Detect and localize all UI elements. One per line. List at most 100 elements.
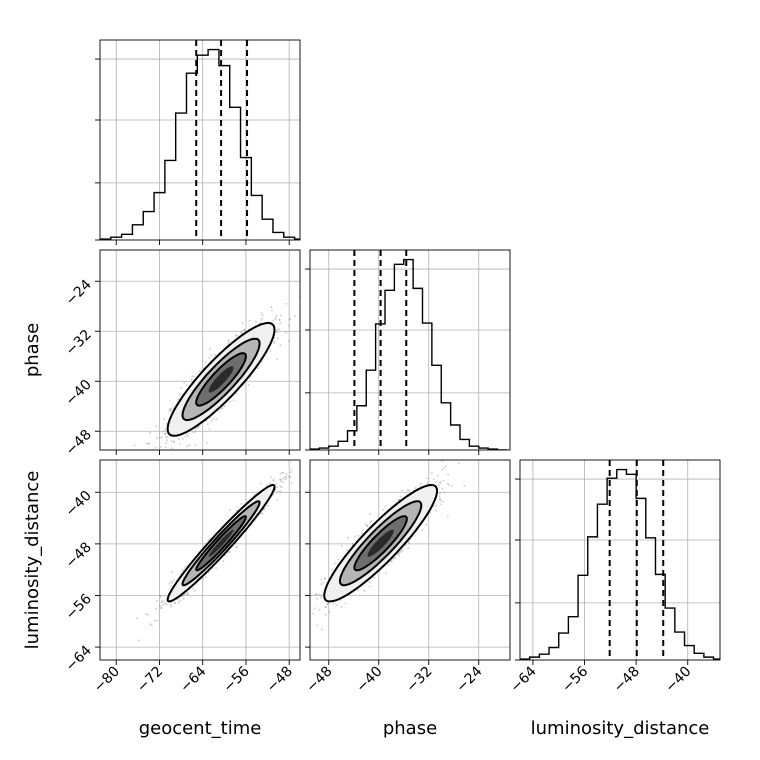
scatter-point xyxy=(318,593,321,596)
scatter-point xyxy=(285,302,288,305)
scatter-point xyxy=(187,592,190,595)
scatter-point xyxy=(362,529,365,531)
histogram-luminosity_distance xyxy=(520,468,720,660)
scatter-point xyxy=(276,499,279,502)
scatter-point xyxy=(145,613,148,615)
scatter-point xyxy=(314,593,317,596)
scatter-point xyxy=(451,484,453,487)
scatter-point xyxy=(182,597,185,600)
scatter-point xyxy=(441,460,444,462)
density-level-3 xyxy=(208,366,234,393)
scatter-point xyxy=(164,432,167,435)
scatter-point xyxy=(382,509,385,511)
scatter-point xyxy=(228,340,230,343)
scatter-point xyxy=(160,607,163,609)
scatter-point xyxy=(178,393,181,395)
scatter-point xyxy=(154,451,156,453)
scatter-point xyxy=(227,339,230,342)
scatter-point xyxy=(340,544,343,547)
contour-phase-luminosity_distance-2 xyxy=(353,515,408,572)
scatter-point xyxy=(291,469,293,471)
contour-geocent_time-luminosity_distance-0 xyxy=(166,484,276,603)
scatter-point xyxy=(272,494,275,496)
scatter-point xyxy=(180,387,183,390)
scatter-point xyxy=(444,465,447,468)
scatter-point xyxy=(155,607,158,610)
scatter-point xyxy=(344,602,347,605)
scatter-point xyxy=(194,444,197,447)
scatter-point xyxy=(320,628,323,631)
scatter-point xyxy=(332,602,335,605)
scatter-point xyxy=(229,400,232,403)
scatter-point xyxy=(165,442,167,444)
scatter-point xyxy=(150,624,153,627)
scatter-point xyxy=(172,579,175,582)
scatter-point xyxy=(160,436,163,439)
scatter-point xyxy=(208,428,211,430)
scatter-point xyxy=(133,444,136,447)
ytick-label-phase: −40 xyxy=(63,377,95,409)
scatter-point xyxy=(439,498,441,501)
scatter-point xyxy=(184,435,187,438)
scatter-point xyxy=(414,486,417,489)
scatter-point xyxy=(287,324,290,327)
scatter-point xyxy=(400,495,402,498)
scatter-point xyxy=(172,441,175,443)
scatter-point xyxy=(257,367,259,369)
scatter-point xyxy=(278,328,281,331)
xtick-label-phase: −24 xyxy=(453,663,485,695)
scatter-point xyxy=(192,587,194,590)
scatter-point xyxy=(308,623,310,625)
scatter-point xyxy=(228,551,231,553)
scatter-point xyxy=(366,525,369,528)
scatter-point xyxy=(277,490,280,493)
scatter-point xyxy=(235,546,238,549)
scatter-point xyxy=(170,439,173,442)
scatter-point xyxy=(438,495,441,498)
scatter-point xyxy=(154,619,156,622)
scatter-point xyxy=(194,431,197,433)
scatter-point xyxy=(186,592,189,594)
scatter-point xyxy=(340,606,343,609)
scatter-point xyxy=(202,578,205,580)
scatter-point xyxy=(398,551,401,554)
scatter-point xyxy=(307,624,309,626)
scatter-point xyxy=(290,482,293,484)
panel-frame-phase-luminosity_distance xyxy=(309,459,511,661)
scatter-point xyxy=(315,593,318,596)
scatter-point xyxy=(269,349,272,352)
scatter-point xyxy=(274,318,277,321)
scatter-point xyxy=(288,318,291,321)
scatter-point xyxy=(285,476,288,478)
scatter-point xyxy=(234,335,237,337)
contour-phase-luminosity_distance-0 xyxy=(323,483,439,603)
panel-frame-phase xyxy=(309,249,511,451)
density-level-3 xyxy=(208,529,234,557)
scatter-point xyxy=(320,578,323,581)
scatter-point xyxy=(207,539,210,542)
scatter-point xyxy=(440,500,442,502)
scatter-point xyxy=(447,473,449,476)
scatter-point xyxy=(407,540,410,543)
scatter-point xyxy=(275,317,277,319)
scatter-point xyxy=(190,378,193,381)
scatter-point xyxy=(194,428,197,431)
scatter-point xyxy=(322,581,324,584)
scatter-point xyxy=(173,601,176,604)
scatter-point xyxy=(181,437,184,440)
scatter-point xyxy=(136,617,138,620)
scatter-point xyxy=(156,619,159,622)
scatter-point xyxy=(347,536,349,539)
scatter-point xyxy=(174,602,177,605)
scatter-point xyxy=(236,545,238,548)
xaxis-label-geocent_time: geocent_time xyxy=(139,718,262,739)
contour-geocent_time-luminosity_distance-2 xyxy=(195,515,247,572)
scatter-point xyxy=(323,577,326,580)
scatter-point xyxy=(281,471,284,474)
scatter-point xyxy=(164,463,166,465)
scatter-point xyxy=(398,554,401,557)
scatter-point xyxy=(275,314,278,317)
scatter-point xyxy=(284,476,287,479)
scatter-point xyxy=(433,478,435,481)
histogram-geocent_time xyxy=(100,48,300,240)
